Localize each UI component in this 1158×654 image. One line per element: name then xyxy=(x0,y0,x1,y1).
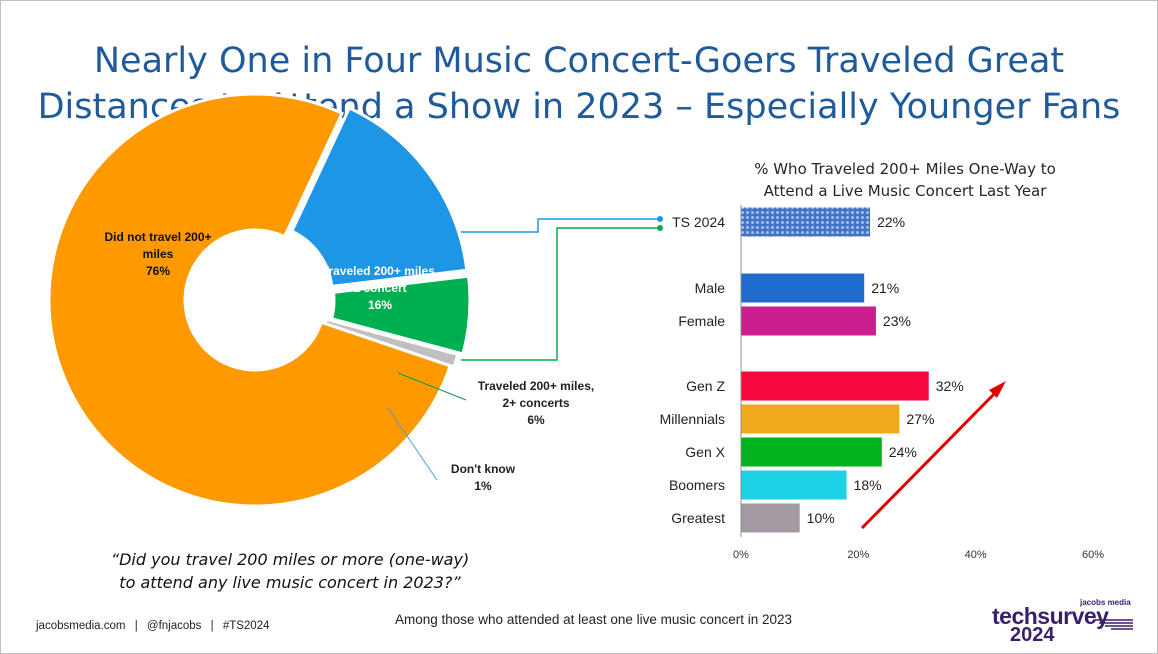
slice-label-travel2: 2+ concerts xyxy=(502,396,569,410)
logo-small-text: jacobs media xyxy=(1080,598,1131,607)
footer-handle[interactable]: @fnjacobs xyxy=(146,620,202,632)
logo-lines-icon xyxy=(1093,619,1133,630)
slice-value-travel2: 6% xyxy=(527,413,545,427)
slice-label-nottravel: miles xyxy=(143,247,174,261)
bar-male xyxy=(741,273,865,303)
bar-value-label-boomers: 18% xyxy=(854,477,882,493)
bar-greatest xyxy=(741,503,800,533)
slice-value-travel1: 16% xyxy=(368,298,392,312)
bar-category-label-male: Male xyxy=(695,280,726,296)
bar-female xyxy=(741,306,876,336)
footer-site[interactable]: jacobsmedia.com xyxy=(36,620,126,632)
footer-separator: | xyxy=(134,620,138,632)
connector-line-travel1 xyxy=(461,218,660,233)
logo-year-text: 2024 xyxy=(1010,624,1055,646)
leader-line-dontknow xyxy=(387,407,438,481)
bar-value-label-greatest: 10% xyxy=(807,510,835,526)
footer-hashtag[interactable]: #TS2024 xyxy=(222,620,270,632)
connector-line-travel2 xyxy=(461,227,660,361)
bar-category-label-ts2024: TS 2024 xyxy=(672,214,725,230)
logo-brand-text: techsurvey xyxy=(992,603,1109,629)
slice-value-nottravel: 76% xyxy=(146,264,170,278)
trend-arrow-line xyxy=(860,388,1000,530)
base-note: Among those who attended at least one li… xyxy=(395,612,792,627)
slice-label-nottravel: Did not travel 200+ xyxy=(104,230,211,244)
bar-value-label-ts2024: 22% xyxy=(877,214,905,230)
trend-arrow-head-icon xyxy=(989,381,1006,398)
footer: jacobsmedia.com | @fnjacobs | #TS2024 xyxy=(36,620,276,632)
bar-category-label-boomers: Boomers xyxy=(669,477,725,493)
leader-line-travel2 xyxy=(397,372,467,401)
bar-value-label-genx: 24% xyxy=(889,444,917,460)
slice-label-travel2: Traveled 200+ miles, xyxy=(478,379,594,393)
connector-dot-travel2 xyxy=(657,225,663,231)
bar-genx xyxy=(741,437,882,467)
survey-question: “Did you travel 200 miles or more (one-w… xyxy=(60,548,520,594)
bar-chart: TS 2024 22% Male 21% Female 23% Gen Z 32% Millen… xyxy=(660,205,1104,561)
x-tick-label-40: 40% xyxy=(965,549,987,561)
techsurvey-logo: jacobs media techsurvey 2024 xyxy=(990,598,1140,648)
bar-category-label-greatest: Greatest xyxy=(671,510,725,526)
donut-slice-nottravel xyxy=(47,92,453,508)
question-line-1: “Did you travel 200 miles or more (one-w… xyxy=(110,550,470,569)
connector-dot-travel1 xyxy=(657,216,663,222)
x-tick-label-60: 60% xyxy=(1082,549,1104,561)
donut-chart: Traveled 200+ miles, 1 concert 16% Traveled… xyxy=(47,92,594,508)
slice-value-dontknow: 1% xyxy=(474,479,492,493)
bar-chart-title: % Who Traveled 200+ Miles One-Way to Att… xyxy=(700,158,1110,202)
bar-boomers xyxy=(741,470,847,500)
bar-chart-title-line-2: Attend a Live Music Concert Last Year xyxy=(763,182,1047,200)
slice-label-dontknow: Don't know xyxy=(451,462,516,476)
x-tick-label-0: 0% xyxy=(733,549,749,561)
donut-slice-travel2 xyxy=(329,274,472,356)
bar-millennials xyxy=(741,404,900,434)
donut-slice-travel1 xyxy=(289,106,469,289)
bar-category-label-genz: Gen Z xyxy=(686,378,725,394)
bar-value-label-male: 21% xyxy=(871,280,899,296)
slice-label-travel1: 1 concert xyxy=(353,281,406,295)
bar-value-label-female: 23% xyxy=(883,313,911,329)
title-line-1: Nearly One in Four Music Concert-Goers T… xyxy=(93,41,1065,81)
bar-value-label-millennials: 27% xyxy=(906,411,934,427)
bar-value-label-genz: 32% xyxy=(936,378,964,394)
x-tick-label-20: 20% xyxy=(847,549,869,561)
bar-ts2024 xyxy=(741,207,871,237)
question-line-2: to attend any live music concert in 2023… xyxy=(119,573,461,592)
bar-chart-title-line-1: % Who Traveled 200+ Miles One-Way to xyxy=(754,160,1056,178)
bar-genz xyxy=(741,371,929,401)
slice-label-travel1: Traveled 200+ miles, xyxy=(322,264,438,278)
bar-category-label-genx: Gen X xyxy=(685,444,725,460)
bar-category-label-female: Female xyxy=(678,313,725,329)
connector-lines xyxy=(461,216,663,361)
footer-separator: | xyxy=(210,620,214,632)
bar-category-label-millennials: Millennials xyxy=(660,411,725,427)
